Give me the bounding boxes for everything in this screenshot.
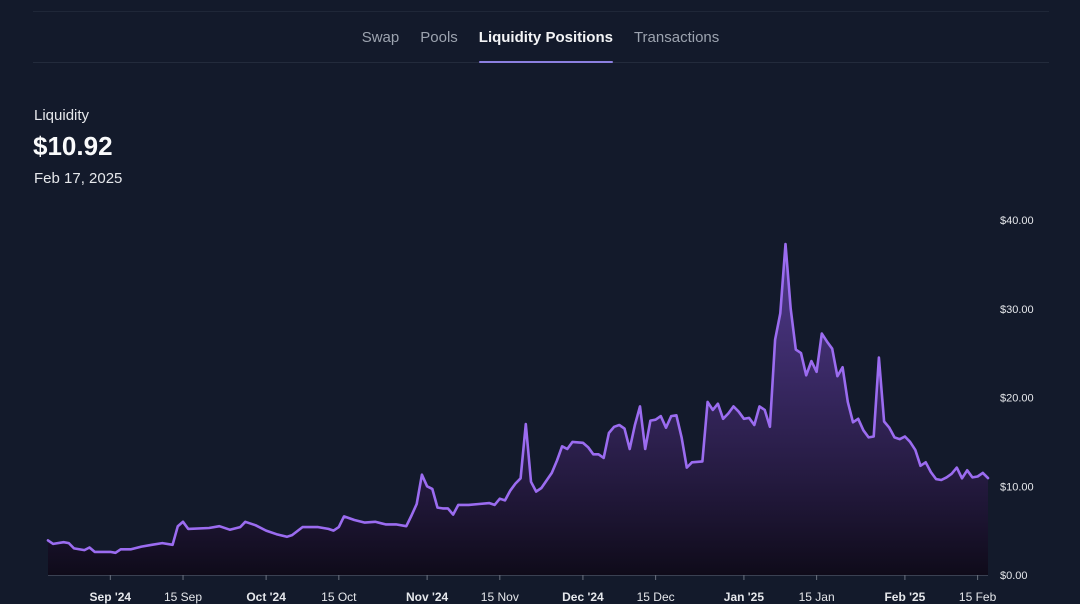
series-area-0: [48, 244, 988, 575]
x-tick-label: 15 Feb: [959, 590, 997, 604]
x-tick-label: 15 Dec: [637, 590, 675, 604]
y-tick-label: $0.00: [1000, 570, 1028, 582]
tab-transactions[interactable]: Transactions: [633, 28, 720, 46]
x-tick-label: Dec '24: [562, 590, 604, 604]
liquidity-chart[interactable]: $0.00 $10.00 $20.00 $30.00 $40.00 Sep '24 15 …: [0, 200, 1080, 604]
x-tick-label: 15 Sep: [164, 590, 202, 604]
metric-date: Feb 17, 2025: [34, 170, 123, 187]
plot-area: [46, 242, 990, 575]
metric-value: $10.92: [33, 131, 113, 161]
tab-bar: Swap Pools Liquidity Positions Transacti…: [33, 12, 1049, 63]
x-tick-label: Oct '24: [246, 590, 286, 604]
tab-liquidity-positions[interactable]: Liquidity Positions: [478, 12, 614, 63]
tab-pools[interactable]: Pools: [420, 28, 458, 46]
y-tick-label: $20.00: [1000, 393, 1034, 405]
tab-swap[interactable]: Swap: [361, 28, 400, 46]
y-tick-label: $30.00: [1000, 304, 1034, 316]
y-tick-label: $10.00: [1000, 481, 1034, 493]
metric-label: Liquidity: [34, 107, 90, 124]
x-tick-label: 15 Jan: [799, 590, 835, 604]
x-axis: Sep '24 15 Sep Oct '24 15 Oct Nov '24 15 Nov D…: [48, 575, 997, 604]
x-tick-label: Sep '24: [90, 590, 132, 604]
y-axis: $0.00 $10.00 $20.00 $30.00 $40.00: [1000, 215, 1034, 582]
x-tick-label: Feb '25: [884, 590, 925, 604]
series-line-0: [46, 242, 990, 555]
top-divider: [33, 11, 1049, 12]
x-tick-label: Jan '25: [724, 590, 765, 604]
y-tick-label: $40.00: [1000, 215, 1034, 227]
x-tick-label: Nov '24: [406, 590, 449, 604]
x-tick-label: 15 Nov: [481, 590, 519, 604]
x-tick-label: 15 Oct: [321, 590, 357, 604]
